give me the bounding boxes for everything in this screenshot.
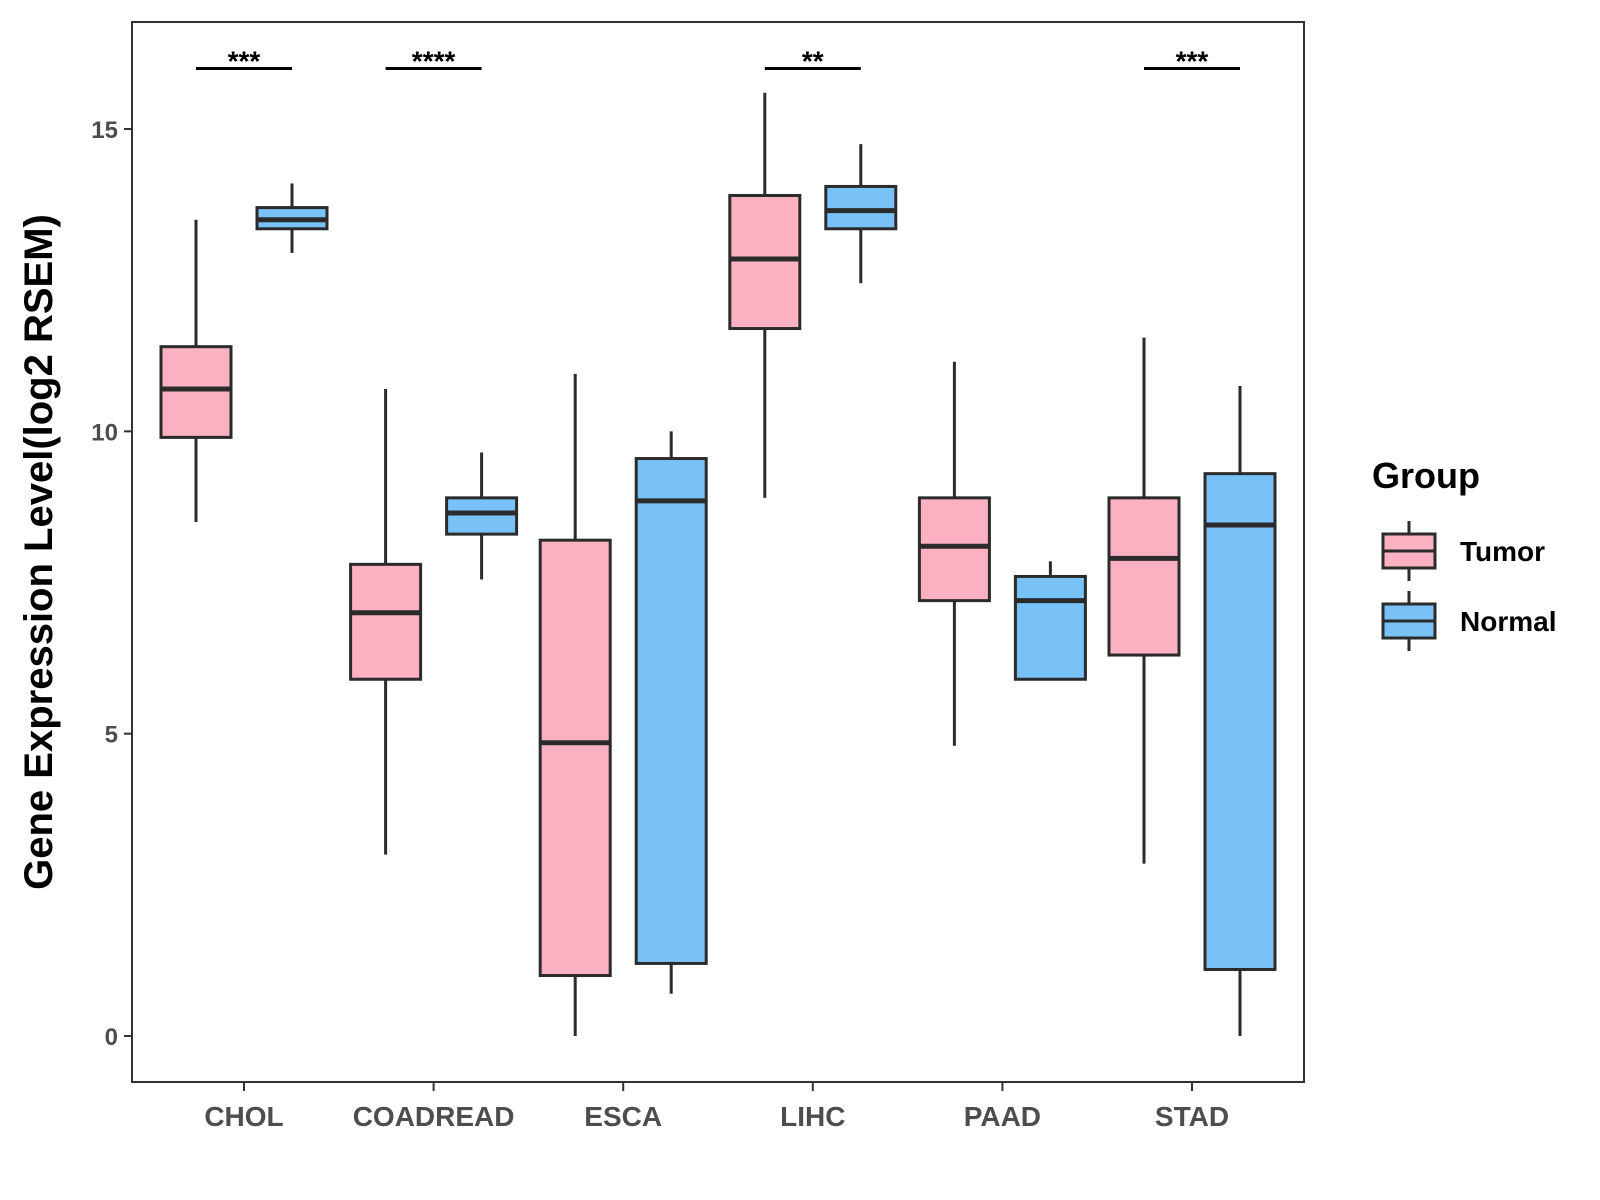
y-tick-label-10: 10 [91,419,118,446]
box-tumor-esca [538,373,612,1036]
y-tick-label-15: 15 [91,117,118,144]
significance-label-lihc: ** [802,46,824,77]
box-body-tumor-lihc [728,194,802,331]
box-normal-lihc [824,144,898,284]
box-normal-chol [255,183,329,253]
y-axis-label: Gene Expression Level(log2 RSEM) [17,214,61,890]
x-tick-label-lihc: LIHC [780,1101,845,1132]
box-normal-paad [1013,561,1087,681]
box-tumor-stad [1107,337,1181,864]
legend-title: Group [1372,455,1480,496]
plot-layer: *** **** ** *** [159,46,1277,1036]
box-tumor-coadread [349,389,423,855]
significance-label-stad: *** [1176,46,1209,77]
legend-key-tumor [1381,521,1437,581]
box-body-normal-paad [1013,574,1087,681]
box-body-tumor-chol [159,345,233,439]
legend: Group Tumor Normal [1372,455,1556,651]
box-body-normal-lihc [824,184,898,231]
legend-label-normal: Normal [1460,606,1556,637]
box-body-tumor-paad [917,496,991,603]
legend-key-normal [1381,591,1437,651]
plot-panel-border [131,21,1305,1083]
box-body-tumor-coadread [349,562,423,681]
y-tick-label-0: 0 [105,1024,118,1051]
x-tick-label-esca: ESCA [584,1101,662,1132]
x-tick-label-chol: CHOL [204,1101,283,1132]
box-body-normal-esca [634,457,708,965]
legend-label-tumor: Tumor [1460,536,1545,567]
significance-label-chol: *** [228,46,261,77]
box-body-tumor-esca [538,538,612,978]
box-body-normal-stad [1203,472,1277,971]
axis-layer: 0 5 10 15 CHOL COADREAD ESCA LIHC PAAD STAD [91,117,1229,1132]
box-body-tumor-stad [1107,496,1181,657]
x-tick-label-stad: STAD [1155,1101,1229,1132]
box-tumor-paad [917,361,991,746]
box-body-normal-coadread [445,496,519,536]
box-normal-stad [1203,385,1277,1036]
y-tick-label-5: 5 [105,722,118,749]
box-tumor-lihc [728,92,802,498]
x-tick-label-coadread: COADREAD [353,1101,515,1132]
x-tick-label-paad: PAAD [964,1101,1041,1132]
box-tumor-chol [159,219,233,523]
box-normal-coadread [445,452,519,580]
significance-label-coadread: **** [412,46,456,77]
box-normal-esca [634,431,708,994]
